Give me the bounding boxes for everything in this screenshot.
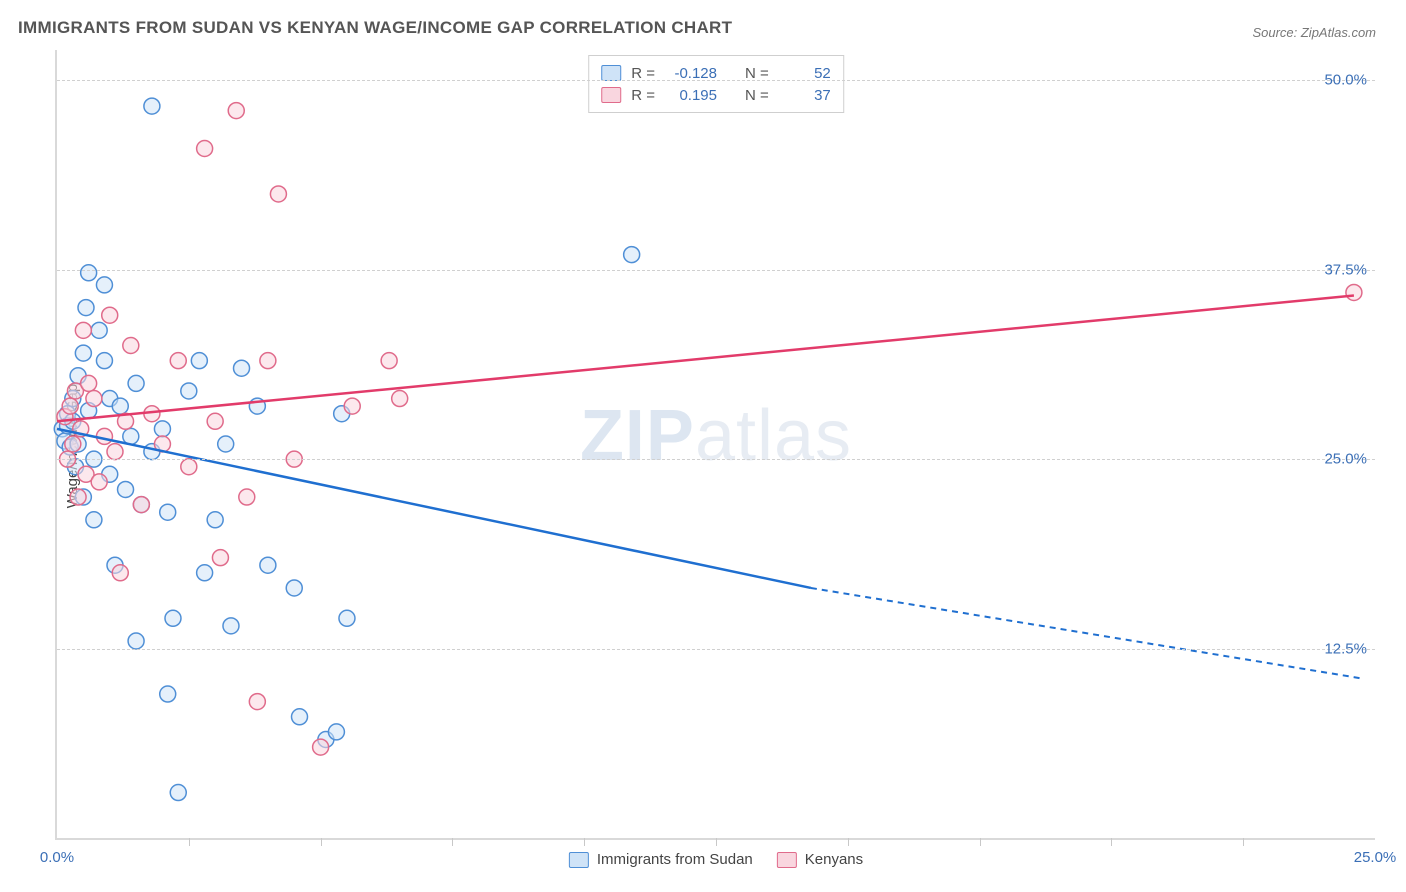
x-tick — [321, 838, 322, 846]
gridline — [57, 649, 1375, 650]
x-tick — [1243, 838, 1244, 846]
data-point — [86, 512, 102, 528]
data-point — [181, 383, 197, 399]
data-point — [133, 497, 149, 513]
data-point — [96, 353, 112, 369]
data-point — [223, 618, 239, 634]
data-point — [78, 300, 94, 316]
data-point — [128, 633, 144, 649]
data-point — [75, 322, 91, 338]
data-point — [624, 247, 640, 263]
x-tick — [452, 838, 453, 846]
data-point — [154, 421, 170, 437]
trend-line — [57, 295, 1354, 421]
data-point — [170, 353, 186, 369]
data-point — [70, 489, 86, 505]
data-point — [165, 610, 181, 626]
data-point — [249, 694, 265, 710]
gridline — [57, 459, 1375, 460]
y-tick-label: 50.0% — [1324, 72, 1367, 89]
chart-svg — [57, 50, 1375, 838]
data-point — [218, 436, 234, 452]
data-point — [160, 504, 176, 520]
y-tick-label: 25.0% — [1324, 451, 1367, 468]
data-point — [260, 557, 276, 573]
y-tick-label: 12.5% — [1324, 640, 1367, 657]
data-point — [144, 98, 160, 114]
x-tick — [848, 838, 849, 846]
data-point — [260, 353, 276, 369]
data-point — [118, 481, 134, 497]
legend-item-kenyans: Kenyans — [777, 851, 863, 868]
trend-line-extrapolated — [811, 588, 1365, 679]
data-point — [292, 709, 308, 725]
x-tick — [1111, 838, 1112, 846]
data-point — [328, 724, 344, 740]
data-point — [160, 686, 176, 702]
data-point — [75, 345, 91, 361]
legend-item-sudan: Immigrants from Sudan — [569, 851, 753, 868]
data-point — [112, 398, 128, 414]
swatch-kenyans — [777, 852, 797, 868]
x-tick — [189, 838, 190, 846]
data-point — [313, 739, 329, 755]
legend-label-sudan: Immigrants from Sudan — [597, 851, 753, 868]
data-point — [96, 277, 112, 293]
x-tick — [980, 838, 981, 846]
chart-title: IMMIGRANTS FROM SUDAN VS KENYAN WAGE/INC… — [18, 18, 732, 38]
data-point — [197, 141, 213, 157]
source-attribution: Source: ZipAtlas.com — [1252, 25, 1376, 40]
data-point — [107, 444, 123, 460]
y-tick-label: 37.5% — [1324, 261, 1367, 278]
data-point — [270, 186, 286, 202]
data-point — [181, 459, 197, 475]
data-point — [65, 436, 81, 452]
data-point — [170, 785, 186, 801]
data-point — [81, 265, 97, 281]
plot-area: ZIPatlas R = -0.128 N = 52 R = 0.195 N =… — [55, 50, 1375, 840]
data-point — [112, 565, 128, 581]
x-tick-label: 25.0% — [1354, 849, 1397, 866]
data-point — [339, 610, 355, 626]
data-point — [102, 307, 118, 323]
data-point — [207, 413, 223, 429]
data-point — [91, 474, 107, 490]
data-point — [228, 103, 244, 119]
data-point — [91, 322, 107, 338]
x-tick — [716, 838, 717, 846]
data-point — [123, 338, 139, 354]
data-point — [81, 375, 97, 391]
x-tick-label: 0.0% — [40, 849, 74, 866]
data-point — [128, 375, 144, 391]
data-point — [392, 391, 408, 407]
data-point — [239, 489, 255, 505]
data-point — [1346, 284, 1362, 300]
data-point — [197, 565, 213, 581]
data-point — [344, 398, 360, 414]
data-point — [191, 353, 207, 369]
data-point — [207, 512, 223, 528]
gridline — [57, 270, 1375, 271]
data-point — [234, 360, 250, 376]
data-point — [381, 353, 397, 369]
series-legend: Immigrants from Sudan Kenyans — [569, 851, 863, 868]
legend-label-kenyans: Kenyans — [805, 851, 863, 868]
gridline — [57, 80, 1375, 81]
data-point — [212, 550, 228, 566]
data-point — [86, 391, 102, 407]
x-tick — [584, 838, 585, 846]
data-point — [62, 398, 78, 414]
swatch-sudan — [569, 852, 589, 868]
data-point — [286, 580, 302, 596]
